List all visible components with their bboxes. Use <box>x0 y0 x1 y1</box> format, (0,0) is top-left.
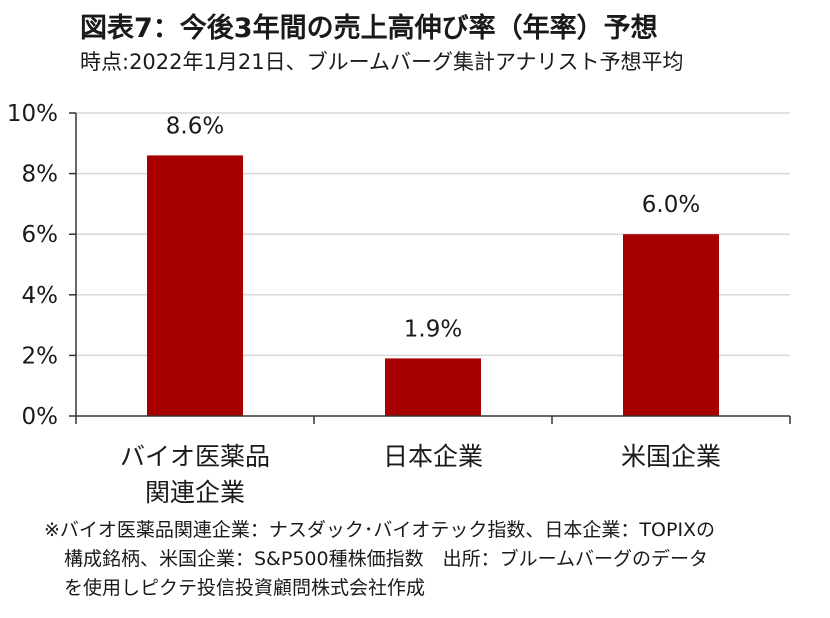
source-note: ※バイオ医薬品関連企業：ナスダック･バイオテック指数、日本企業：TOPIXの 構… <box>44 516 824 603</box>
note-line-1: ※バイオ医薬品関連企業：ナスダック･バイオテック指数、日本企業：TOPIXの <box>44 519 716 541</box>
y-tick-label: 10% <box>7 101 58 127</box>
y-tick-label: 2% <box>22 343 59 369</box>
bar <box>623 234 719 416</box>
data-label: 8.6% <box>166 113 224 139</box>
chart-subtitle: 時点:2022年1月21日、ブルームバーグ集計アナリスト予想平均 <box>80 50 684 74</box>
data-label: 1.9% <box>404 316 462 342</box>
x-category-label: バイオ医薬品 <box>120 442 270 471</box>
note-line-3: を使用しピクテ投信投資顧問株式会社作成 <box>64 577 426 599</box>
y-tick-label: 0% <box>22 404 59 430</box>
y-tick-label: 4% <box>22 283 59 309</box>
bar <box>385 358 481 416</box>
x-category-label: 日本企業 <box>383 442 483 471</box>
x-category-label: 米国企業 <box>621 442 721 471</box>
note-line-2: 構成銘柄、米国企業：S&P500種株価指数 出所：ブルームバーグのデータ <box>64 548 709 570</box>
data-label: 6.0% <box>642 192 700 218</box>
bar <box>147 155 243 417</box>
x-category-label: 関連企業 <box>145 478 245 507</box>
y-tick-label: 6% <box>22 222 59 248</box>
y-tick-label: 8% <box>22 162 59 188</box>
chart-title: 図表7：今後3年間の売上高伸び率（年率）予想 <box>80 13 658 44</box>
